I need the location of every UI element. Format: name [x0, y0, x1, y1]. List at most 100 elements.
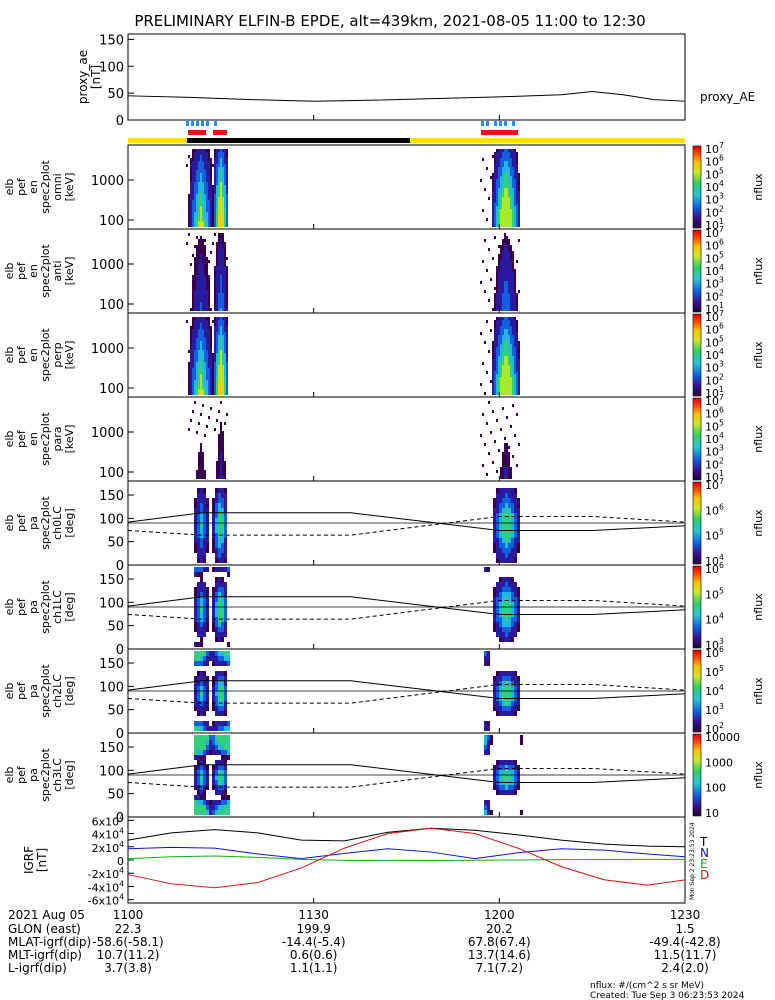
spectrogram-cell [204, 329, 206, 332]
spectrogram-cell [203, 523, 206, 528]
spectrogram-cell [227, 661, 230, 666]
spectrogram-cell [514, 173, 516, 176]
spectrogram-cell [224, 149, 226, 152]
spectrogram-cell [508, 488, 511, 493]
spectrogram-cell [224, 755, 227, 760]
spectrogram-cell [202, 353, 204, 356]
spectrogram-cell [498, 284, 500, 287]
spectrogram-cell [204, 272, 206, 275]
spectrogram-cell [210, 197, 212, 200]
spectrogram-cell [197, 622, 200, 627]
spectrogram-cell [218, 182, 220, 185]
spectrogram-cell [214, 359, 216, 362]
spectrogram-cell [496, 513, 499, 518]
spectrogram-cell [194, 656, 197, 661]
spectrogram-cell [493, 513, 496, 518]
spectrogram-cell [224, 508, 227, 513]
spectrogram-cell [198, 458, 200, 461]
spectrogram-cell [224, 775, 227, 780]
spectrogram-cell [202, 215, 204, 218]
spectrogram-cell [490, 278, 492, 281]
spectrogram-cell [206, 152, 208, 155]
spectrogram-cell [208, 323, 210, 326]
spectrogram-cell [494, 188, 496, 191]
spectrogram-cell [504, 293, 506, 296]
spectrogram-cell [496, 209, 498, 212]
spectrogram-cell [200, 443, 202, 446]
info-row-value: 7.1(7.2) [476, 961, 524, 975]
spectrogram-cell [194, 173, 196, 176]
spectrogram-cell [220, 200, 222, 203]
spectrogram-cell [496, 287, 498, 290]
spectrogram-cell [194, 263, 196, 266]
spectrogram-cell [510, 347, 512, 350]
spectrogram-cell [197, 612, 200, 617]
spectrogram-cell [514, 533, 517, 538]
spectrogram-cell [516, 182, 518, 185]
spectrogram-cell [198, 239, 200, 242]
spectrogram-cell [224, 356, 226, 359]
spectrogram-cell [220, 248, 222, 251]
spectrogram-cell [226, 275, 228, 278]
spectrogram-cell [516, 383, 518, 386]
spectrogram-cell [508, 350, 510, 353]
spectrogram-cell [510, 173, 512, 176]
spectrogram-cell [188, 377, 190, 380]
spectrogram-cell [206, 770, 209, 775]
spectrogram-cell [221, 503, 224, 508]
spectrogram-cell [493, 592, 496, 597]
ytick-label: 1000 [91, 258, 124, 273]
spectrogram-cell [204, 323, 206, 326]
spectrogram-cell [194, 518, 197, 523]
spectrogram-cell [518, 368, 520, 371]
spectrogram-cell [206, 350, 208, 353]
spectrogram-cell [516, 173, 518, 176]
spectrogram-cell [484, 188, 486, 191]
spectrogram-cell [197, 726, 200, 731]
ylabel-en_spec_anti: elb pef en spec2plot anti [keV] [3, 244, 76, 298]
spectrogram-cell [202, 284, 204, 287]
spectrogram-cell [493, 770, 496, 775]
spectrogram-cell [510, 260, 512, 263]
spectrogram-cell [214, 218, 216, 221]
spectrogram-cell [510, 212, 512, 215]
spectrogram-cell [194, 795, 197, 800]
spectrogram-cell [192, 341, 194, 344]
spectrogram-cell [203, 503, 206, 508]
spectrogram-cell [194, 290, 196, 293]
spectrogram-cell [508, 161, 510, 164]
spectrogram-cell [517, 533, 520, 538]
colorbar-tick-label: 104 [705, 431, 724, 446]
spectrogram-cell [506, 224, 508, 227]
spectrogram-cell [502, 392, 504, 395]
spectrogram-cell [505, 671, 508, 676]
spectrogram-cell [196, 338, 198, 341]
spectrogram-cell [216, 290, 218, 293]
info-row-value: 10.7(11.2) [97, 948, 160, 962]
spectrogram-cell [500, 194, 502, 197]
spectrogram-cell [514, 158, 516, 161]
spectrogram-cell [506, 386, 508, 389]
spectrogram-cell [496, 518, 499, 523]
spectrogram-cell [504, 161, 506, 164]
spectrogram-cell [508, 533, 511, 538]
spectrogram-cell [206, 548, 209, 553]
spectrogram-cell [226, 350, 228, 353]
spectrogram-cell [508, 212, 510, 215]
spectrogram-cell [493, 518, 496, 523]
ylabel-pa_spec_ch0LC-line-5: [deg] [63, 508, 76, 537]
spectrogram-cell [212, 194, 214, 197]
spectrogram-cell [214, 194, 216, 197]
spectrogram-cell [498, 245, 500, 248]
spectrogram-cell [208, 347, 210, 350]
spectrogram-cell [204, 365, 206, 368]
spectrogram-cell [500, 371, 502, 374]
spectrogram-cell [220, 185, 222, 188]
spectrogram-cell [216, 338, 218, 341]
spectrogram-cell [216, 341, 218, 344]
spectrogram-cell [196, 350, 198, 353]
spectrogram-cell [210, 224, 212, 227]
spectrogram-cell [502, 206, 504, 209]
spectrogram-cell [194, 305, 196, 308]
spectrogram-cell [506, 365, 508, 368]
